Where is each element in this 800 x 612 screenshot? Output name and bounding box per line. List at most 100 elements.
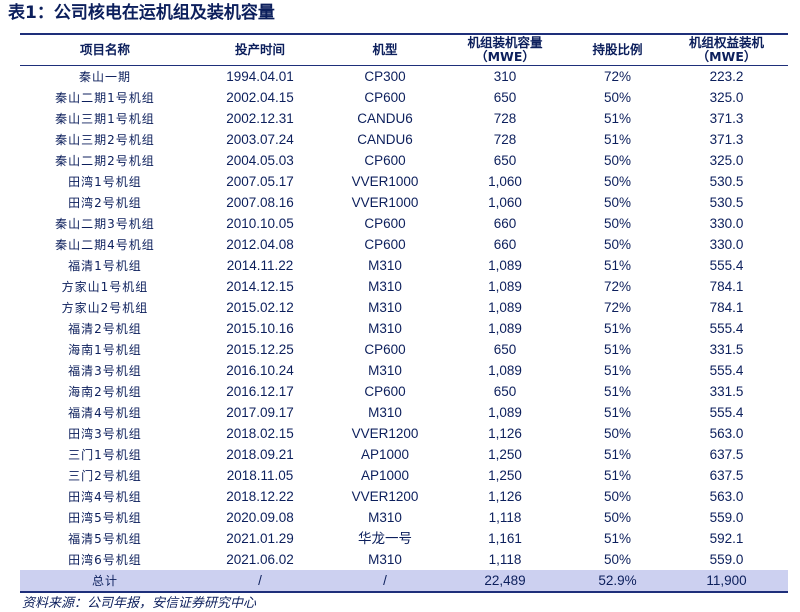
table-row: 福清3号机组 2016.10.24 M310 1,089 51% 555.4 <box>20 360 788 381</box>
table-cell: 52.9% <box>570 570 665 592</box>
table-row: 秦山二期1号机组 2002.04.15 CP600 650 50% 325.0 <box>20 87 788 108</box>
table-cell: 51% <box>603 110 632 126</box>
source-note: 资料来源：公司年报，安信证券研究中心 <box>22 596 257 611</box>
table-cell: 1,089 <box>488 362 522 378</box>
table-row: 海南1号机组 2015.12.25 CP600 650 51% 331.5 <box>20 339 788 360</box>
table-cell: 650 <box>493 89 517 105</box>
table-cell: 563.0 <box>709 488 744 504</box>
table-cell: 72% <box>603 278 632 294</box>
table-cell: 2012.04.08 <box>226 236 294 252</box>
table-cell: 田湾1号机组 <box>68 174 142 189</box>
header-row: 项目名称 投产时间 机型 机组装机容量 （MWE） 持股比例 机组权益装机 （MWE） <box>20 34 788 66</box>
table-cell: 2020.09.08 <box>226 509 294 525</box>
table-row: 田湾4号机组 2018.12.22 VVER1200 1,126 50% 563.0 <box>20 486 788 507</box>
table-row: 方家山2号机组 2015.02.12 M310 1,089 72% 784.1 <box>20 297 788 318</box>
table-cell: 1,089 <box>488 257 522 273</box>
table-row: 田湾3号机组 2018.02.15 VVER1200 1,126 50% 563.0 <box>20 423 788 444</box>
table-row: 田湾2号机组 2007.08.16 VVER1000 1,060 50% 530.5 <box>20 192 788 213</box>
table-cell: / <box>190 570 330 592</box>
table-row: 三门2号机组 2018.11.05 AP1000 1,250 51% 637.5 <box>20 465 788 486</box>
table-cell: 1,250 <box>488 446 522 462</box>
column-header: 投产时间 <box>234 42 285 57</box>
table-cell: 田湾6号机组 <box>68 552 142 567</box>
table-cell: 总计 <box>20 570 190 592</box>
table-row: 秦山二期3号机组 2010.10.05 CP600 660 50% 330.0 <box>20 213 788 234</box>
table-cell: 2018.09.21 <box>226 446 294 462</box>
table-cell: 310 <box>493 68 517 84</box>
table-cell: M310 <box>368 299 402 315</box>
table-cell: M310 <box>368 320 402 336</box>
table-cell: 555.4 <box>709 320 744 336</box>
table-cell: 2003.07.24 <box>226 131 294 147</box>
table-cell: 637.5 <box>709 446 744 462</box>
table-cell: 2016.10.24 <box>226 362 294 378</box>
table-cell: 50% <box>603 152 632 168</box>
table-row: 田湾1号机组 2007.05.17 VVER1000 1,060 50% 530.5 <box>20 171 788 192</box>
table-cell: 1,126 <box>488 488 522 504</box>
table-cell: 331.5 <box>709 341 744 357</box>
table-cell: 51% <box>603 362 632 378</box>
table-cell: 秦山二期2号机组 <box>55 153 155 168</box>
table-cell: 2002.12.31 <box>226 110 294 126</box>
column-header: 项目名称 <box>79 42 130 57</box>
table-cell: CP600 <box>364 383 406 399</box>
table-cell: 50% <box>603 173 632 189</box>
table-cell: 田湾5号机组 <box>68 510 142 525</box>
table-cell: 1,089 <box>488 299 522 315</box>
column-header: 持股比例 <box>592 42 643 57</box>
table-cell: 51% <box>603 341 632 357</box>
table-cell: 325.0 <box>709 89 744 105</box>
table-cell: 22,489 <box>440 570 570 592</box>
table-row: 三门1号机组 2018.09.21 AP1000 1,250 51% 637.5 <box>20 444 788 465</box>
table-cell: 2014.12.15 <box>226 278 294 294</box>
table-row: 海南2号机组 2016.12.17 CP600 650 51% 331.5 <box>20 381 788 402</box>
table-cell: 1994.04.01 <box>226 68 294 84</box>
table-cell: 331.5 <box>709 383 744 399</box>
table-cell: 1,060 <box>488 173 522 189</box>
table-cell: 三门1号机组 <box>68 447 142 462</box>
table-cell: 秦山三期2号机组 <box>55 132 155 147</box>
table-cell: 1,089 <box>488 404 522 420</box>
table-cell: 海南1号机组 <box>68 342 142 357</box>
table-cell: 325.0 <box>709 152 744 168</box>
column-header: 机型 <box>372 42 398 57</box>
table-cell: 2015.10.16 <box>226 320 294 336</box>
table-row: 秦山二期4号机组 2012.04.08 CP600 660 50% 330.0 <box>20 234 788 255</box>
table-cell: 三门2号机组 <box>68 468 142 483</box>
table-cell: 592.1 <box>709 530 744 546</box>
table-cell: 72% <box>603 299 632 315</box>
table-cell: 2017.09.17 <box>226 404 294 420</box>
table-cell: 51% <box>603 530 632 546</box>
table-cell: 50% <box>603 236 632 252</box>
table-cell: CP600 <box>364 215 406 231</box>
table-cell: 637.5 <box>709 467 744 483</box>
table-cell: 秦山一期 <box>78 69 131 84</box>
table-row: 田湾5号机组 2020.09.08 M310 1,118 50% 559.0 <box>20 507 788 528</box>
table-cell: 2002.04.15 <box>226 89 294 105</box>
table-cell: 660 <box>493 236 517 252</box>
table-cell: 51% <box>603 131 632 147</box>
table-row: 福清2号机组 2015.10.16 M310 1,089 51% 555.4 <box>20 318 788 339</box>
table-cell: 784.1 <box>709 299 744 315</box>
table-cell: M310 <box>368 362 402 378</box>
table-cell: 530.5 <box>709 173 744 189</box>
table-cell: 2010.10.05 <box>226 215 294 231</box>
table-cell: 福清3号机组 <box>68 363 142 378</box>
table-cell: 福清5号机组 <box>68 531 142 546</box>
table-cell: 555.4 <box>709 257 744 273</box>
table-cell: 563.0 <box>709 425 744 441</box>
table-cell: 2021.01.29 <box>226 530 294 546</box>
table-cell: 784.1 <box>709 278 744 294</box>
table-cell: 1,118 <box>488 551 522 567</box>
table-row: 福清4号机组 2017.09.17 M310 1,089 51% 555.4 <box>20 402 788 423</box>
table-cell: 50% <box>603 194 632 210</box>
table-cell: 72% <box>603 68 632 84</box>
table-cell: VVER1200 <box>351 488 419 504</box>
table-row: 福清5号机组 2021.01.29 华龙一号 1,161 51% 592.1 <box>20 528 788 549</box>
table-cell: 2007.05.17 <box>226 173 294 189</box>
table-cell: 福清1号机组 <box>68 258 142 273</box>
table-cell: 福清4号机组 <box>68 405 142 420</box>
table-row: 秦山三期1号机组 2002.12.31 CANDU6 728 51% 371.3 <box>20 108 788 129</box>
table-cell: 2015.12.25 <box>226 341 294 357</box>
table-cell: 1,060 <box>488 194 522 210</box>
